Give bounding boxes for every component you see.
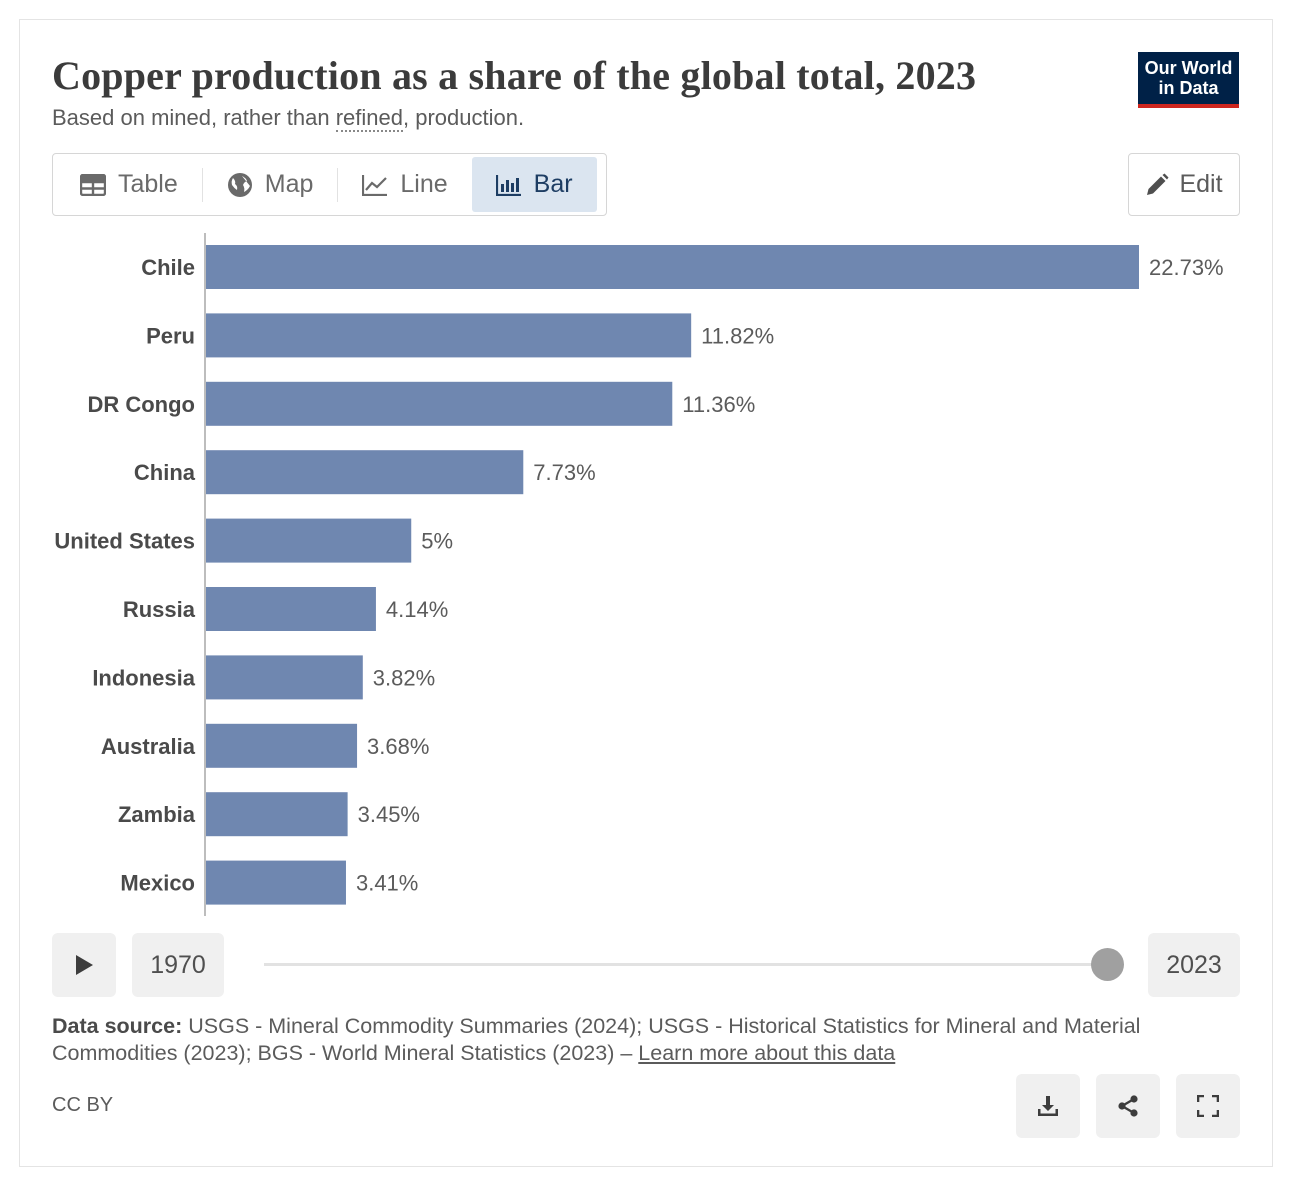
data-source: Data source: USGS - Mineral Commodity Su… (52, 1013, 1202, 1067)
category-label: United States (54, 529, 195, 554)
bar[interactable] (206, 655, 363, 700)
bar[interactable] (206, 860, 346, 905)
edit-button[interactable]: Edit (1128, 153, 1240, 216)
view-tabs: Table Map Line Bar (52, 153, 607, 216)
bar[interactable] (206, 381, 673, 426)
value-label: 4.14% (386, 597, 448, 622)
chart-title: Copper production as a share of the glob… (52, 53, 977, 98)
tab-divider (201, 167, 203, 202)
learn-more-link[interactable]: Learn more about this data (638, 1041, 896, 1065)
share-icon (1118, 1095, 1138, 1117)
tab-line[interactable]: Line (338, 157, 471, 212)
source-label: Data source: (52, 1014, 183, 1038)
category-label: Chile (141, 255, 195, 280)
bar[interactable] (206, 245, 1139, 289)
value-label: 11.36% (682, 392, 755, 417)
bar[interactable] (206, 792, 348, 837)
bar[interactable] (206, 587, 376, 631)
play-icon (76, 955, 93, 975)
value-label: 3.45% (358, 802, 420, 827)
tab-bar[interactable]: Bar (471, 157, 597, 212)
fullscreen-button[interactable] (1176, 1074, 1240, 1138)
bar-chart: Chile 22.73% Peru 11.82% DR Congo 11.36% China… (54, 233, 1224, 916)
value-label: 5% (421, 529, 453, 554)
tab-map-label: Map (264, 170, 314, 198)
tab-line-label: Line (400, 170, 448, 198)
table-icon (80, 173, 106, 196)
timeline-end-year[interactable]: 2023 (1148, 933, 1240, 997)
category-label: DR Congo (87, 392, 195, 417)
logo-line-1: Our World (1144, 58, 1233, 78)
timeline-track[interactable] (264, 963, 1104, 966)
bar[interactable] (206, 518, 412, 563)
source-text: USGS - Mineral Commodity Summaries (2024… (52, 1014, 1141, 1065)
bar[interactable] (206, 450, 524, 495)
play-button[interactable] (52, 933, 116, 997)
chart-subtitle: Based on mined, rather than refined, pro… (52, 105, 525, 132)
fullscreen-icon (1197, 1095, 1219, 1117)
category-label: Indonesia (92, 665, 195, 690)
category-label: Zambia (118, 802, 196, 827)
tab-table-label: Table (118, 170, 178, 198)
category-label: Peru (146, 323, 195, 348)
value-label: 3.68% (367, 734, 429, 759)
value-label: 11.82% (701, 323, 774, 348)
owid-logo[interactable]: Our World in Data (1138, 52, 1239, 108)
bar[interactable] (206, 723, 358, 768)
license-text[interactable]: CC BY (52, 1094, 114, 1116)
bar-chart-icon (495, 174, 521, 196)
bar[interactable] (206, 313, 692, 358)
category-label: China (134, 460, 196, 485)
tab-table[interactable]: Table (56, 157, 202, 212)
tab-map[interactable]: Map (203, 157, 338, 212)
value-label: 22.73% (1149, 255, 1224, 280)
category-label: Australia (101, 734, 196, 759)
globe-icon (227, 172, 252, 197)
value-label: 3.82% (373, 665, 435, 690)
edit-label: Edit (1179, 170, 1223, 198)
pencil-icon (1147, 173, 1169, 195)
subtitle-refined-link[interactable]: refined (335, 105, 404, 132)
logo-line-2: in Data (1158, 78, 1219, 98)
value-label: 7.73% (533, 460, 595, 485)
subtitle-text-pre: Based on mined, rather than (52, 105, 336, 130)
tab-divider (337, 167, 339, 202)
download-icon (1038, 1096, 1058, 1116)
download-button[interactable] (1016, 1074, 1080, 1138)
line-chart-icon (362, 174, 388, 196)
timeline-handle[interactable] (1091, 948, 1124, 981)
value-label: 3.41% (356, 871, 418, 896)
category-label: Mexico (120, 871, 195, 896)
subtitle-text-post: , production. (403, 105, 525, 130)
share-button[interactable] (1096, 1074, 1160, 1138)
timeline-start-year[interactable]: 1970 (132, 933, 224, 997)
tab-bar-label: Bar (533, 170, 573, 198)
category-label: Russia (123, 597, 196, 622)
